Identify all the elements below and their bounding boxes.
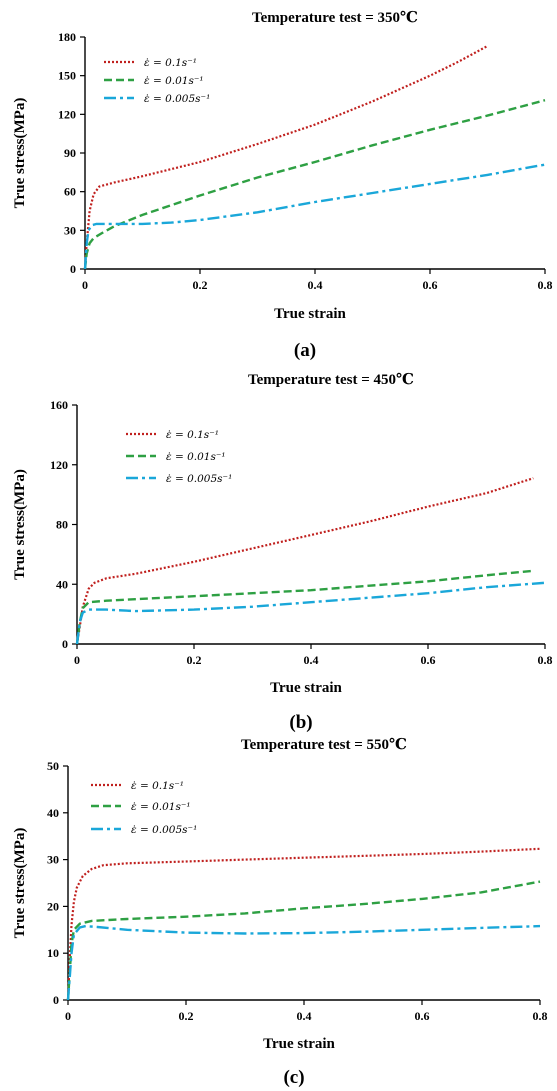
chart-1-x-axis-label: True strain [274,306,346,322]
chart-3-series-line-1 [66,847,541,1001]
chart-3-y-tick-label: 40 [47,806,59,820]
chart-1-y-axis-label: True stress(MPa) [12,98,28,209]
chart-2-legend-label-1: ε̇ = 0.1s⁻¹ [166,428,219,441]
chart-2-x-tick-label: 0.4 [304,653,319,667]
chart-1-y-tick-label: 180 [58,30,76,44]
chart-3-x-tick-label: 0.6 [415,1009,430,1023]
chart-3: Temperature test = 550℃ 0 0.2 0.4 0.6 0.8 0 10 2… [12,737,548,1088]
chart-3-x-tick-label: 0.4 [297,1009,312,1023]
chart-1-series-line-3 [83,163,546,270]
chart-2-series-line-2 [75,569,534,645]
chart-1-legend-label-3: ε̇ = 0.005s⁻¹ [144,92,210,105]
chart-3-legend-label-2: ε̇ = 0.01s⁻¹ [131,800,191,813]
chart-1-y-tick-label: 30 [64,223,76,237]
chart-2-x-axis-label: True strain [270,680,342,696]
chart-1-title: Temperature test = 350℃ [252,10,418,26]
chart-3-x-tick-label: 0.8 [533,1009,548,1023]
chart-2-x-tick-label: 0 [74,653,80,667]
chart-1-x-tick-label: 0.6 [423,278,438,292]
chart-2: Temperature test = 450℃ 0 0.2 0.4 0.6 0.8 0 40 8… [12,372,553,733]
chart-1-y-tick-label: 120 [58,107,76,121]
chart-1-y-tick-label: 0 [70,262,76,276]
chart-2-series-line-3 [75,581,546,645]
chart-1-series-line-2 [83,99,546,270]
chart-2-panel-label: (b) [289,712,312,733]
chart-1-y-tick-label: 90 [64,146,76,160]
chart-1-legend-label-2: ε̇ = 0.01s⁻¹ [144,74,204,87]
chart-2-x-tick-label: 0.8 [538,653,553,667]
chart-2-y-tick-label: 120 [50,458,68,472]
chart-1-x-tick-label: 0.8 [538,278,553,292]
chart-2-y-tick-label: 0 [62,637,68,651]
chart-2-legend-label-2: ε̇ = 0.01s⁻¹ [166,450,226,463]
chart-3-x-tick-label: 0.2 [179,1009,194,1023]
chart-3-title: Temperature test = 550℃ [241,737,407,753]
chart-1-x-tick-label: 0 [82,278,88,292]
chart-2-y-tick-label: 80 [56,518,68,532]
chart-2-y-tick-label: 40 [56,577,68,591]
chart-3-series-line-3 [66,924,541,1001]
chart-3-legend-label-3: ε̇ = 0.005s⁻¹ [131,823,197,836]
chart-2-title: Temperature test = 450℃ [248,372,414,388]
chart-2-y-axis-label: True stress(MPa) [12,469,28,580]
chart-1-legend-label-1: ε̇ = 0.1s⁻¹ [144,56,197,69]
chart-1-x-tick-label: 0.2 [193,278,208,292]
chart-3-y-tick-label: 30 [47,853,59,867]
chart-3-series-line-2 [66,880,541,1001]
chart-1: Temperature test = 350℃ 0 0.2 0.4 0.6 0.8 0 30 6… [12,10,553,361]
chart-1-series-line-1 [83,45,489,270]
chart-3-x-tick-label: 0 [65,1009,71,1023]
chart-2-series-line-1 [75,477,534,645]
chart-1-x-tick-label: 0.4 [308,278,323,292]
chart-2-x-tick-label: 0.2 [187,653,202,667]
chart-1-y-tick-label: 60 [64,185,76,199]
chart-3-legend-label-1: ε̇ = 0.1s⁻¹ [131,779,184,792]
chart-3-y-tick-label: 10 [47,946,59,960]
chart-3-y-tick-label: 0 [53,993,59,1007]
chart-2-legend-label-3: ε̇ = 0.005s⁻¹ [166,472,232,485]
chart-3-x-axis-label: True strain [263,1036,335,1052]
chart-3-y-axis-label: True stress(MPa) [12,828,28,939]
chart-2-x-tick-label: 0.6 [421,653,436,667]
chart-3-panel-label: (c) [283,1067,304,1088]
chart-3-y-tick-label: 20 [47,899,59,913]
chart-1-y-tick-label: 150 [58,69,76,83]
chart-2-y-tick-label: 160 [50,398,68,412]
chart-1-panel-label: (a) [294,340,316,361]
chart-3-y-tick-label: 50 [47,759,59,773]
